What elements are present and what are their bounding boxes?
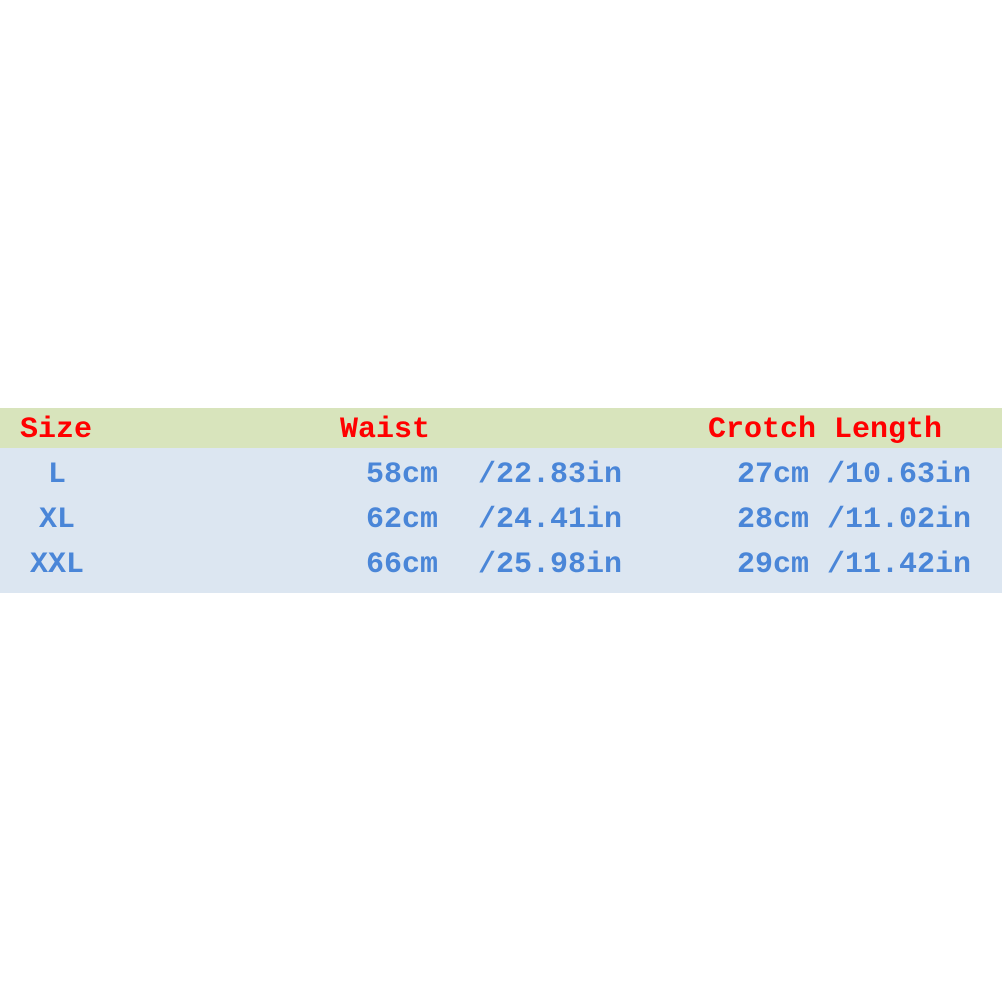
waist-in-cell: /24.41in (478, 503, 623, 537)
size-cell: XXL (29, 548, 84, 582)
size-cell: L (47, 458, 66, 492)
crotch-cell: 27cm /10.63in (737, 458, 972, 492)
waist-cm-cell: 66cm (365, 548, 438, 582)
table-header-band (0, 408, 1002, 448)
header-waist: Waist (340, 413, 431, 447)
header-size: Size (20, 413, 93, 447)
crotch-cell: 28cm /11.02in (737, 503, 972, 537)
waist-in-cell: /25.98in (478, 548, 623, 582)
waist-cm-cell: 62cm (365, 503, 438, 537)
waist-cm-cell: 58cm (365, 458, 438, 492)
table-body-band (0, 448, 1002, 593)
crotch-cell: 29cm /11.42in (737, 548, 972, 582)
waist-in-cell: /22.83in (478, 458, 623, 492)
header-crotch-length: Crotch Length (708, 413, 943, 447)
size-cell: XL (38, 503, 75, 537)
